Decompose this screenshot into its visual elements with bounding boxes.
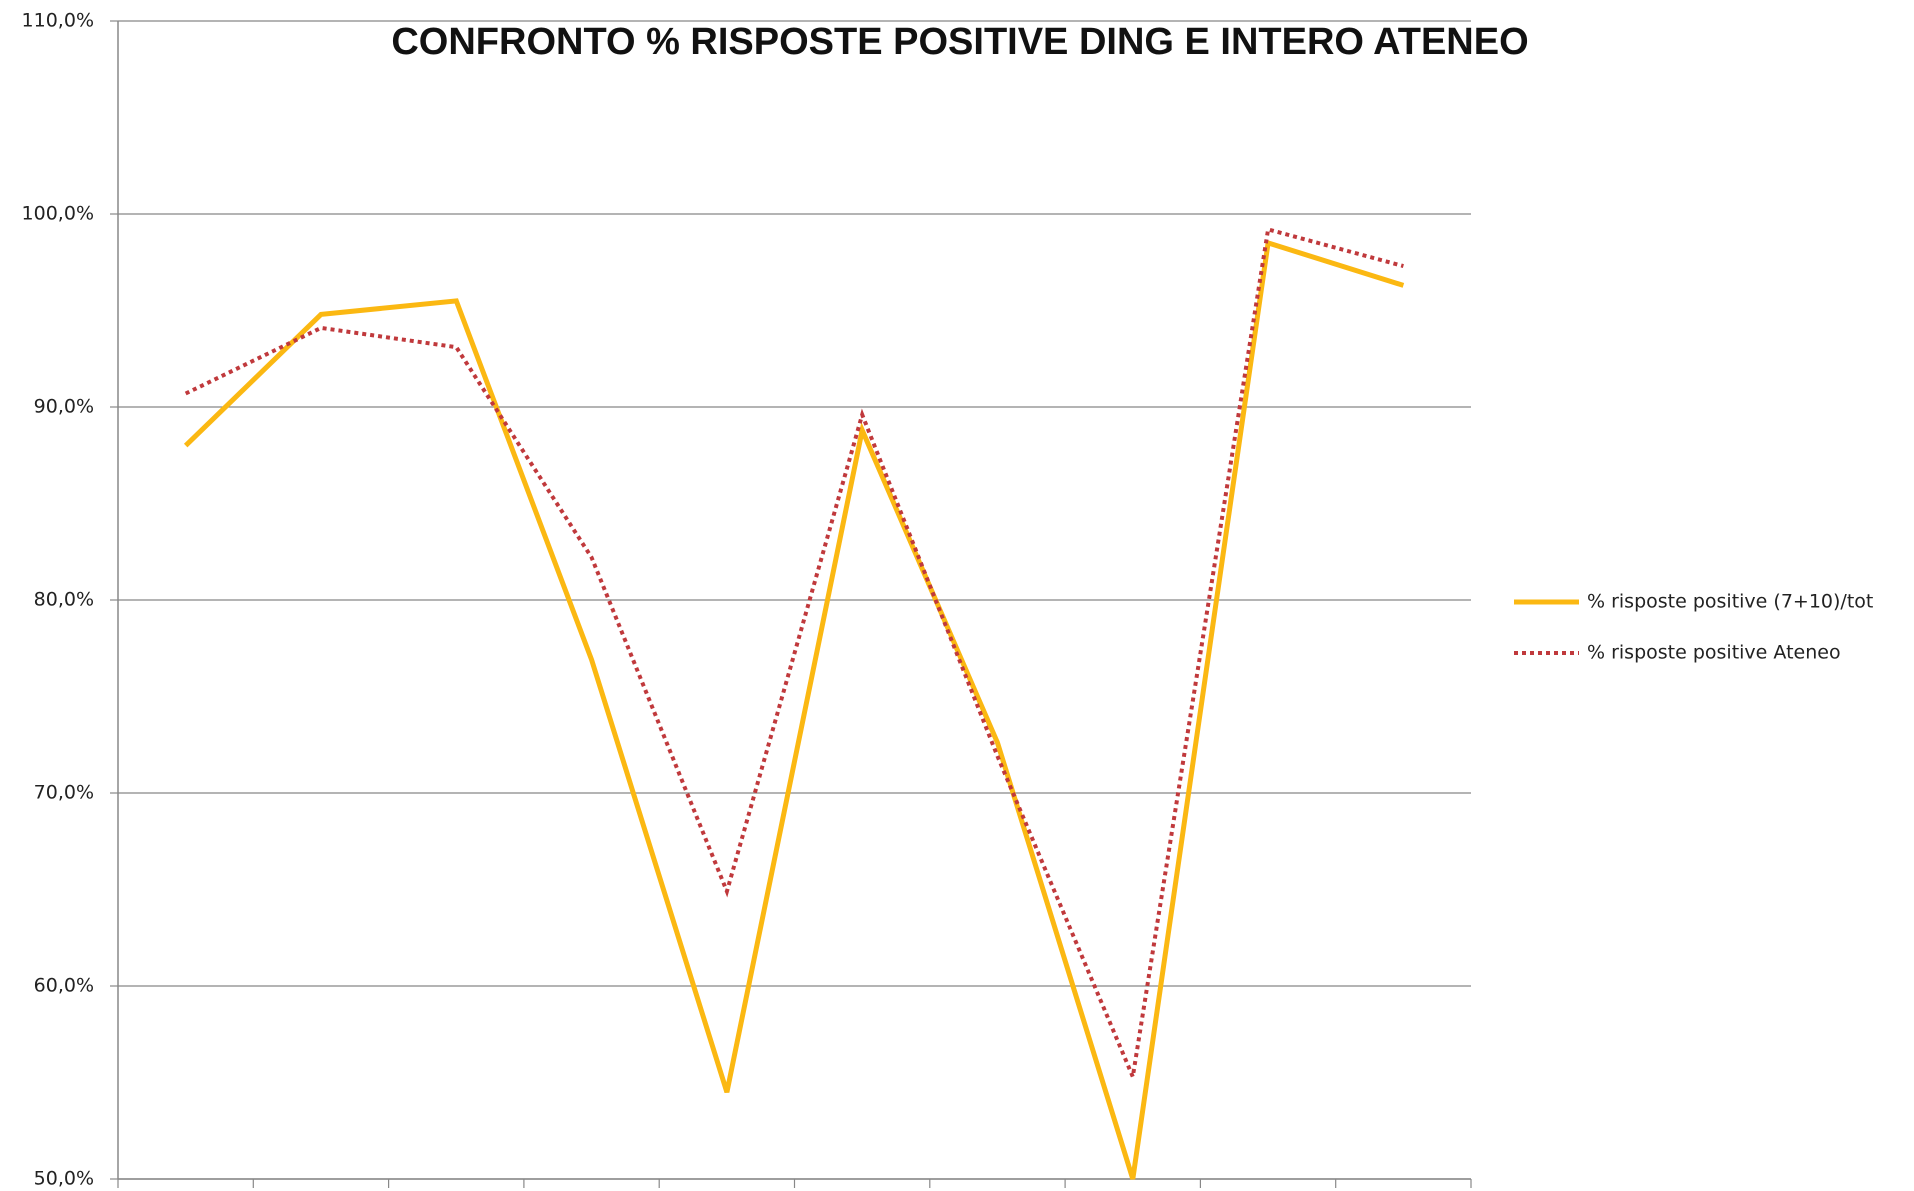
y-tick-label: 90,0% bbox=[34, 396, 94, 418]
legend-label: % risposte positive Ateneo bbox=[1587, 642, 1841, 664]
y-tick-label: 110,0% bbox=[22, 10, 94, 32]
series-line bbox=[184, 226, 1404, 1084]
y-tick-label: 70,0% bbox=[34, 782, 94, 804]
series-line bbox=[183, 239, 1405, 1180]
legend-label: % risposte positive (7+10)/tot bbox=[1587, 591, 1873, 613]
y-tick-label: 60,0% bbox=[34, 975, 94, 997]
y-tick-label: 100,0% bbox=[22, 203, 94, 225]
y-tick-label: 80,0% bbox=[34, 589, 94, 611]
y-tick-label: 50,0% bbox=[34, 1168, 94, 1190]
chart-title: CONFRONTO % RISPOSTE POSITIVE DING E INT… bbox=[391, 21, 1528, 63]
